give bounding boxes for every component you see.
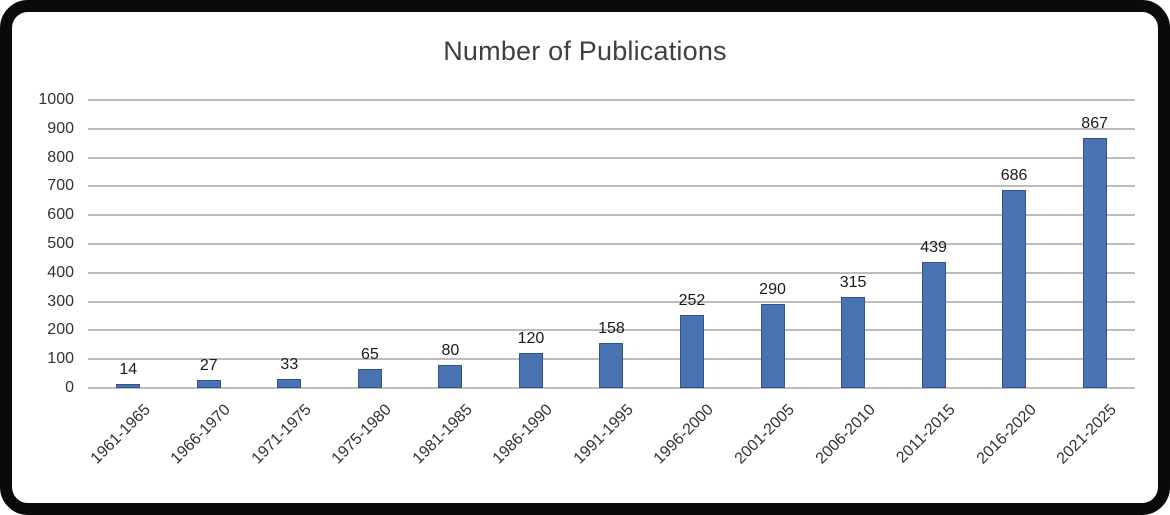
bar-slot: 252 [652,100,733,388]
x-tick-label: 2011-2015 [893,401,959,467]
gridline [88,156,1135,159]
x-slot: 1966-1970 [167,390,250,502]
bar-slot: 80 [410,100,491,388]
bar-value-label: 14 [119,360,138,378]
bar-value-label: 290 [759,281,786,299]
bar-value-label: 65 [360,346,379,364]
x-tick-label: 1966-1970 [167,401,235,468]
x-tick-label: 2016-2020 [973,401,1040,468]
x-slot: 2011-2015 [893,390,974,502]
x-tick-label: 1991-1995 [570,401,637,468]
bar-slot: 315 [813,100,894,388]
y-tick-label: 400 [47,263,74,281]
x-slot: 1975-1980 [329,390,411,502]
x-tick-label: 1981-1985 [409,401,476,468]
x-tick-label: 2001-2005 [731,401,798,468]
bar-value-label: 686 [1000,167,1028,185]
gridline [88,185,1135,188]
bar-value-label: 439 [920,238,947,256]
x-axis: 1961-1965 1966-1970 1971-1975 1975-1980 1981… [87,390,1135,502]
x-tick-label: 1986-1990 [490,401,557,468]
bar-value-label: 315 [839,274,867,292]
bar-value-label: 158 [598,319,625,337]
y-tick-label: 100 [47,350,74,368]
x-tick-label: 1996-2000 [651,401,718,468]
bar-value-label: 252 [678,292,706,310]
bar-slot: 14 [88,100,169,388]
chart-title: Number of Publications [443,36,727,66]
bar [357,369,382,388]
y-axis: 0 100 200 300 400 500 600 700 800 900 1000 [24,92,74,396]
bar [760,304,785,388]
bar [1082,138,1107,388]
x-slot: 1996-2000 [651,390,733,502]
y-tick-label: 0 [65,379,74,396]
y-tick-label: 500 [47,235,74,252]
gridline [88,300,1135,303]
bar-value-label: 27 [199,357,218,375]
x-tick-label: 2006-2010 [812,401,879,468]
x-slot: 1971-1975 [249,390,330,502]
x-slot: 1981-1985 [410,390,491,502]
y-tick-label: 200 [47,321,74,339]
gridline [88,387,1135,389]
bar-slot: 686 [974,100,1055,388]
bar-series: 14 27 33 65 80 120 158 252 290 315 439 686 867 [88,100,1135,388]
x-tick-label: 1961-1965 [87,401,154,468]
gridline [88,127,1135,130]
x-tick-label: 1971-1975 [248,401,315,468]
y-tick-label: 600 [47,206,74,224]
bar [438,364,463,388]
bar [196,380,221,388]
gridline [88,271,1135,274]
bar-value-label: 867 [1081,115,1108,133]
plot-area: 14 27 33 65 80 120 158 252 290 315 439 686 867 [88,99,1135,389]
x-slot: 1986-1990 [490,390,572,502]
bar [277,378,302,388]
x-slot: 1961-1965 [87,390,169,502]
bar-value-label: 80 [441,341,460,359]
bar-slot: 27 [169,100,250,388]
y-tick-label: 900 [47,119,74,137]
bar-slot: 867 [1054,100,1135,388]
bar-slot: 290 [732,100,813,388]
x-slot: 2006-2010 [812,390,894,502]
bar-slot: 158 [571,100,652,388]
bar [518,353,543,388]
bar-slot: 120 [491,100,572,388]
bar [841,297,866,388]
x-tick-label: 1975-1980 [329,401,396,468]
bar [599,342,624,388]
bar [921,261,946,388]
bar [1002,190,1027,388]
x-slot: 1991-1995 [571,390,652,502]
y-tick-label: 700 [47,177,74,195]
x-slot: 2021-2025 [1054,390,1135,502]
x-slot: 2016-2020 [973,390,1055,502]
bar-slot: 439 [893,100,974,388]
bar-value-label: 120 [517,330,545,348]
bar-slot: 33 [249,100,330,388]
gridline [88,329,1135,332]
y-tick-label: 300 [47,292,74,310]
gridline [88,99,1135,101]
y-tick-label: 1000 [38,91,74,108]
bar-value-label: 33 [280,355,299,373]
y-tick-label: 800 [47,148,74,166]
x-tick-label: 2021-2025 [1053,401,1120,468]
x-slot: 2001-2005 [732,390,813,502]
bar [679,315,704,388]
gridline [88,243,1135,245]
bar-slot: 65 [330,100,411,388]
gridline [88,214,1135,217]
bar [116,383,141,388]
